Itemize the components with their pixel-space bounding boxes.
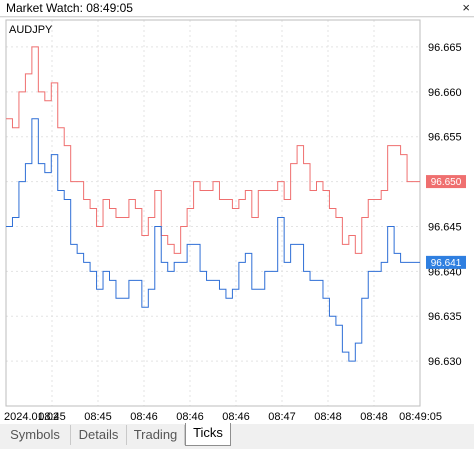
tab-details[interactable]: Details bbox=[71, 425, 127, 445]
y-tick-label: 96.665 bbox=[428, 42, 462, 54]
x-tick-label: 08:46 bbox=[222, 411, 250, 423]
y-tick-label: 96.655 bbox=[428, 132, 462, 144]
y-tick-label: 96.660 bbox=[428, 87, 462, 99]
upper-price-tag: 96.650 bbox=[426, 175, 466, 189]
upper-price-line bbox=[6, 46, 420, 254]
x-tick-label: 08:49:05 bbox=[399, 411, 442, 423]
y-tick-label: 96.640 bbox=[428, 266, 462, 278]
tab-trading[interactable]: Trading bbox=[127, 425, 185, 445]
title-bar: Market Watch: 08:49:05 × bbox=[0, 0, 474, 17]
y-tick-label: 96.645 bbox=[428, 221, 462, 233]
x-tick-label: 08:46 bbox=[176, 411, 204, 423]
x-tick-label: 08:45 bbox=[84, 411, 112, 423]
lower-price-tag: 96.641 bbox=[426, 255, 466, 269]
x-tick-label: 08:46 bbox=[130, 411, 158, 423]
y-tick-label: 96.630 bbox=[428, 356, 462, 368]
x-tick-label: 08:48 bbox=[360, 411, 388, 423]
y-axis: 96.66596.66096.65596.65096.64596.64096.6… bbox=[428, 42, 462, 368]
chart-grid bbox=[5, 20, 421, 406]
tab-bar: Symbols Details Trading Ticks bbox=[0, 423, 474, 449]
x-tick-label: 08:45 bbox=[38, 411, 66, 423]
upper-price-tag-bg bbox=[426, 175, 466, 189]
x-tick-label: 2024.01.02 bbox=[4, 411, 59, 423]
tab-symbols[interactable]: Symbols bbox=[0, 425, 71, 445]
window-title: Market Watch: 08:49:05 bbox=[6, 1, 133, 15]
plot-frame bbox=[5, 19, 421, 407]
x-tick-label: 08:48 bbox=[314, 411, 342, 423]
symbol-label: AUDJPY bbox=[9, 24, 53, 36]
tick-chart-panel: AUDJPY 96.665 96.660 96.655 96.650 96.645 96.… bbox=[0, 18, 474, 424]
lower-price-line bbox=[6, 118, 420, 362]
close-icon[interactable]: × bbox=[462, 0, 470, 15]
upper-price-tag-text: 96.650 bbox=[431, 177, 462, 188]
lower-price-tag-text: 96.641 bbox=[431, 258, 462, 269]
x-tick-label: 08:47 bbox=[268, 411, 296, 423]
y-tick-label: 96.635 bbox=[428, 311, 462, 323]
lower-price-tag-bg bbox=[426, 255, 466, 269]
tab-ticks[interactable]: Ticks bbox=[185, 423, 231, 446]
tick-chart: AUDJPY 96.665 96.660 96.655 96.650 96.645 96.… bbox=[4, 19, 466, 423]
